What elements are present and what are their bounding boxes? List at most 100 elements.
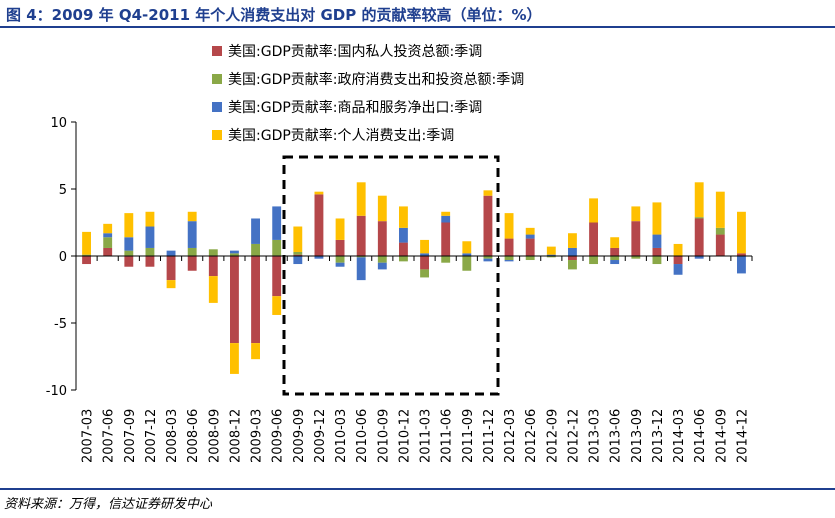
bar-segment bbox=[82, 231, 91, 255]
x-tick-label: 2013-03 bbox=[588, 409, 603, 463]
bar-segment bbox=[356, 257, 366, 281]
bar-segment bbox=[568, 233, 577, 248]
legend-swatch bbox=[212, 130, 222, 140]
x-tick-label: 2007-03 bbox=[81, 409, 96, 463]
bar-segment bbox=[187, 211, 197, 222]
bar-segment bbox=[694, 218, 704, 256]
bar-segment bbox=[356, 256, 366, 258]
bar-segment bbox=[377, 195, 387, 222]
x-tick-label: 2009-09 bbox=[292, 409, 307, 463]
source-rule bbox=[0, 488, 835, 490]
bar-segment bbox=[483, 258, 493, 262]
bar-segment bbox=[568, 247, 577, 256]
bar-segment bbox=[399, 206, 408, 228]
x-tick-label: 2011-09 bbox=[461, 409, 476, 463]
bar-segment bbox=[399, 227, 408, 243]
bar-segment bbox=[377, 256, 387, 263]
x-tick-label: 2008-09 bbox=[207, 409, 222, 463]
bar-segment bbox=[694, 256, 704, 259]
bar-segment bbox=[737, 211, 746, 254]
bars-layer bbox=[82, 182, 746, 374]
bar-segment bbox=[230, 250, 239, 254]
bar-segment bbox=[462, 253, 472, 256]
x-tick-label: 2010-03 bbox=[334, 409, 349, 463]
x-tick-label: 2011-12 bbox=[482, 409, 497, 463]
x-tick-label: 2007-09 bbox=[123, 409, 138, 463]
x-tick-label: 2014-03 bbox=[672, 409, 687, 463]
bar-segment bbox=[251, 243, 260, 256]
bar-segment bbox=[293, 251, 303, 255]
bar-segment bbox=[462, 256, 472, 271]
bar-segment bbox=[251, 343, 260, 360]
bar-segment bbox=[546, 246, 556, 255]
bar-segment bbox=[652, 234, 662, 248]
bar-segment bbox=[568, 260, 577, 270]
bar-segment bbox=[187, 221, 197, 248]
bar-segment bbox=[103, 247, 113, 256]
bar-segment bbox=[145, 256, 155, 267]
bar-segment bbox=[166, 256, 176, 281]
legend-swatch bbox=[212, 46, 222, 56]
title-rule bbox=[0, 26, 835, 28]
bar-segment bbox=[293, 226, 303, 252]
y-tick-label: -10 bbox=[46, 384, 67, 399]
x-tick-label: 2008-03 bbox=[165, 409, 180, 463]
bar-segment bbox=[103, 223, 113, 234]
bar-segment bbox=[715, 227, 725, 235]
bar-segment bbox=[124, 237, 134, 251]
x-tick-label: 2014-06 bbox=[693, 409, 708, 463]
y-tick-label: 10 bbox=[50, 116, 67, 131]
bar-segment bbox=[525, 234, 535, 239]
bar-segment bbox=[652, 202, 662, 235]
bar-segment bbox=[166, 250, 176, 256]
x-tick-label: 2010-12 bbox=[397, 409, 412, 463]
bar-segment bbox=[145, 211, 155, 227]
bar-segment bbox=[589, 198, 598, 223]
x-tick-label: 2012-06 bbox=[524, 409, 539, 463]
bar-segment bbox=[525, 227, 535, 235]
x-tick-label: 2013-06 bbox=[609, 409, 624, 463]
bar-segment bbox=[631, 221, 641, 256]
bar-segment bbox=[208, 249, 218, 256]
bar-segment bbox=[208, 256, 218, 277]
source-note: 资料来源：万得，信达证券研发中心 bbox=[4, 497, 213, 512]
x-tick-label: 2012-09 bbox=[545, 409, 560, 463]
legend-swatch bbox=[212, 74, 222, 84]
bar-segment bbox=[737, 256, 746, 274]
x-tick-label: 2013-12 bbox=[651, 409, 666, 463]
bar-segment bbox=[610, 256, 620, 261]
bar-segment bbox=[631, 206, 641, 222]
bar-segment bbox=[568, 256, 577, 261]
y-tick-label: -5 bbox=[54, 317, 67, 332]
bar-segment bbox=[377, 221, 387, 256]
x-tick-label: 2007-06 bbox=[102, 409, 117, 463]
bar-segment bbox=[187, 247, 197, 256]
bar-segment bbox=[335, 239, 345, 256]
bar-segment bbox=[504, 238, 514, 256]
bar-segment bbox=[335, 218, 345, 240]
highlight-box bbox=[282, 155, 500, 396]
x-tick-label: 2012-12 bbox=[566, 409, 581, 463]
bar-segment bbox=[631, 256, 641, 259]
bar-segment bbox=[610, 247, 620, 256]
bar-segment bbox=[208, 276, 218, 303]
bar-segment bbox=[335, 262, 345, 267]
bar-segment bbox=[694, 217, 704, 219]
bar-segment bbox=[251, 256, 260, 344]
bar-segment bbox=[103, 237, 113, 248]
bar-segment bbox=[272, 296, 282, 315]
bar-segment bbox=[546, 256, 556, 258]
bar-segment bbox=[441, 215, 451, 223]
bar-segment bbox=[420, 239, 429, 254]
x-tick-label: 2009-12 bbox=[313, 409, 328, 463]
bar-segment bbox=[272, 256, 282, 297]
bar-segment bbox=[589, 222, 598, 256]
bar-segment bbox=[441, 222, 451, 256]
x-tick-label: 2012-03 bbox=[503, 409, 518, 463]
bar-segment bbox=[694, 182, 704, 218]
legend-label: 美国:GDP贡献率:商品和服务净出口:季调 bbox=[228, 99, 482, 116]
bar-segment bbox=[589, 256, 598, 265]
bar-segment bbox=[420, 269, 429, 278]
legend-label: 美国:GDP贡献率:政府消费支出和投资总额:季调 bbox=[228, 71, 524, 88]
